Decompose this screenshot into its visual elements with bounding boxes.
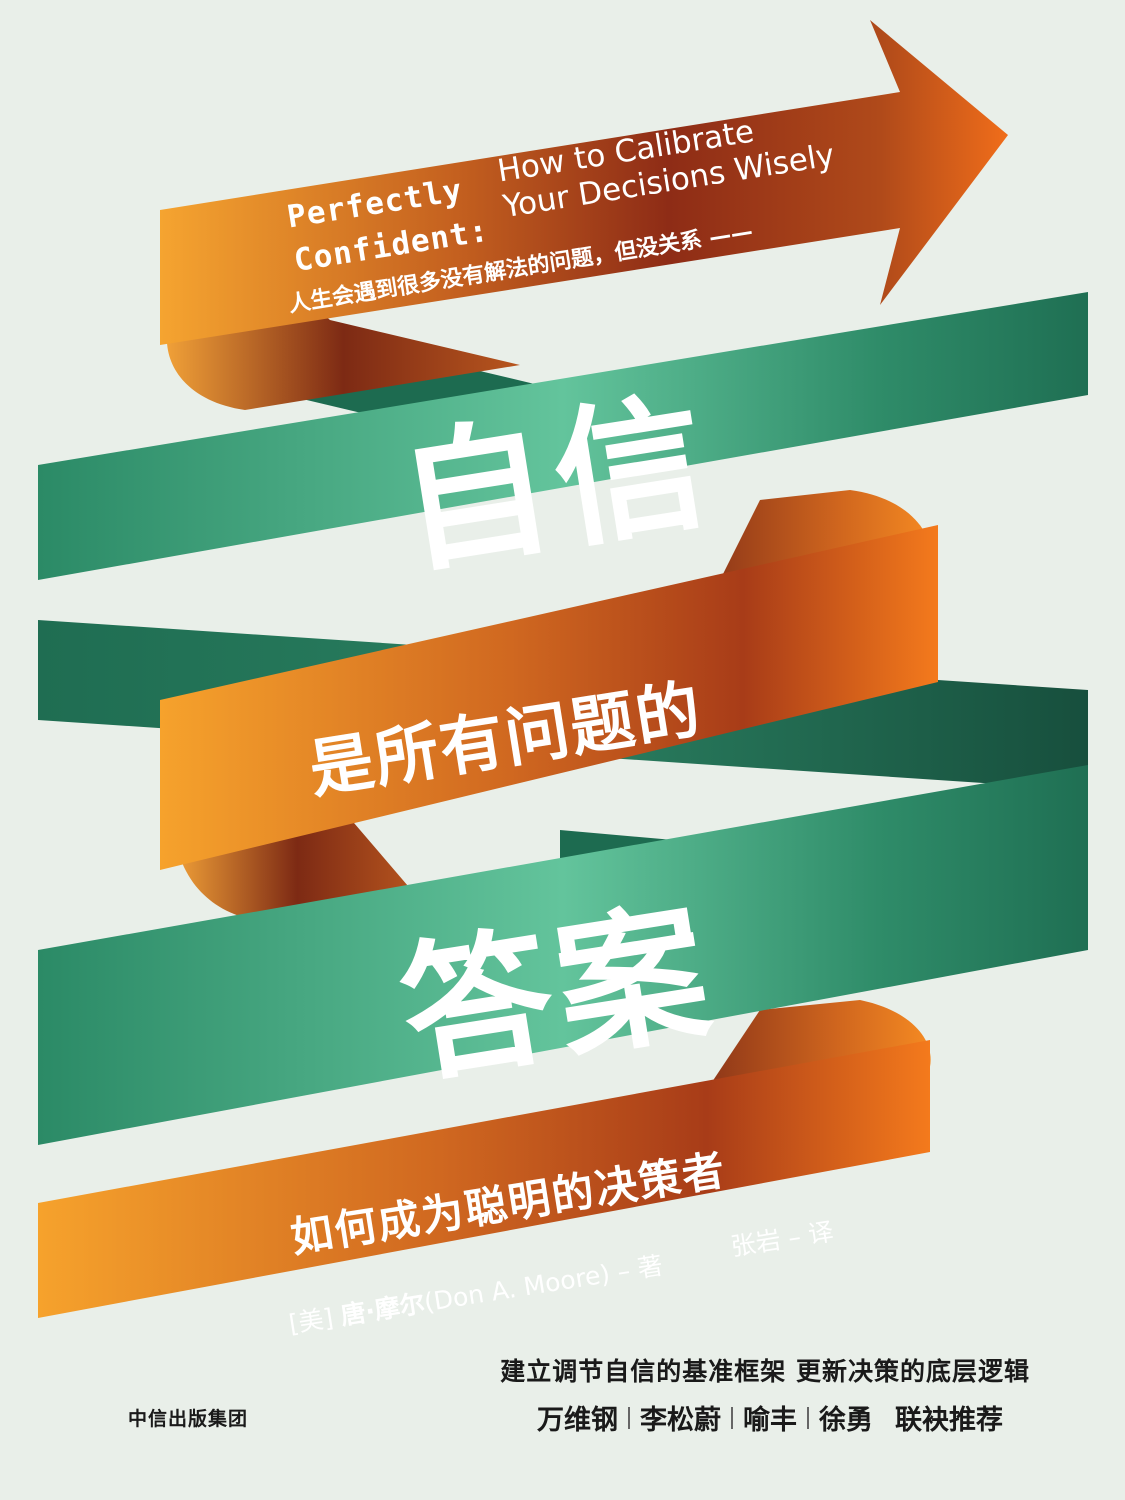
ribbon-orange-band-2 [160, 525, 938, 870]
recommender-4: 徐勇 [819, 1405, 873, 1436]
recommender-1: 万维钢 [537, 1405, 618, 1436]
main-title-line3: 答案 [390, 884, 726, 1106]
author-role: – 著 [615, 1250, 665, 1287]
ribbon-orange-band-4 [38, 1040, 930, 1318]
ribbon-green-band-1 [38, 292, 1088, 580]
author-prefix: [美] [286, 1302, 336, 1339]
recommenders: 万维钢 李松蔚 喻丰 徐勇 联袂推荐 [537, 1398, 1003, 1437]
main-title-line1: 自信 [388, 374, 724, 596]
divider [731, 1406, 733, 1429]
recommender-2: 李松蔚 [640, 1405, 721, 1436]
divider [807, 1406, 809, 1429]
ribbon-arrow-band [160, 20, 1008, 345]
recommender-3: 喻丰 [743, 1405, 797, 1436]
ribbon-green-band-3 [38, 765, 1088, 1145]
publisher-logo: 中信出版集团 [128, 1408, 249, 1430]
divider [628, 1406, 630, 1429]
bottom-tagline: 建立调节自信的基准框架 更新决策的底层逻辑 [500, 1357, 1030, 1386]
recommend-label: 联袂推荐 [895, 1405, 1003, 1436]
